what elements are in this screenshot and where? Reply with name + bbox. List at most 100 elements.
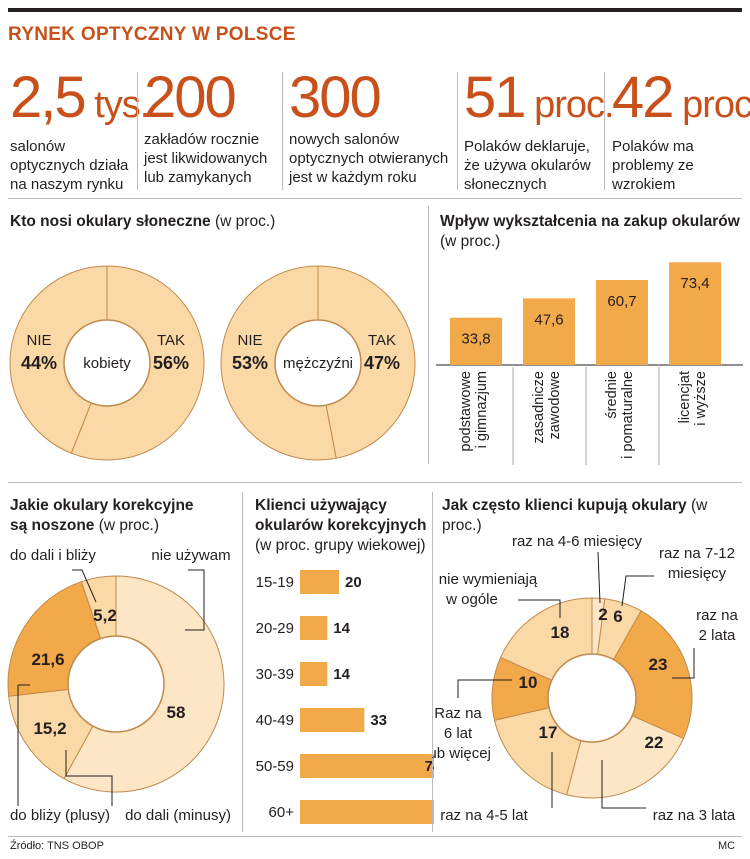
pie-hole bbox=[274, 319, 362, 407]
category-label: podstawowe bbox=[458, 371, 474, 452]
callout-label: raz na 3 lata bbox=[653, 807, 736, 824]
stat-desc: Polaków deklaruje, że używa okularów sło… bbox=[464, 138, 591, 193]
pie-kobiety: kobiety TAK 56% NIE 44% bbox=[9, 265, 205, 461]
stat-number: 2,5 tys. bbox=[10, 65, 150, 130]
divider bbox=[242, 492, 243, 832]
stat-desc: salonów optycznych działa na naszym rynk… bbox=[10, 138, 129, 193]
divider bbox=[8, 482, 742, 483]
slice-value: 23 bbox=[649, 655, 668, 674]
slice-value: 10 bbox=[519, 673, 538, 692]
bar bbox=[300, 570, 339, 594]
bar bbox=[669, 262, 721, 365]
slice-value: 15,2 bbox=[33, 719, 66, 738]
top-rule bbox=[8, 8, 742, 12]
slice-name: NIE bbox=[237, 332, 262, 349]
slice-value: 17 bbox=[539, 723, 558, 742]
source-note: Źródło: TNS OBOP bbox=[10, 840, 104, 852]
slice-value: 56% bbox=[153, 353, 189, 373]
callout-label: raz na 4-6 miesięcy bbox=[512, 533, 643, 550]
callout-label: Raz na bbox=[434, 705, 482, 722]
category-label: średnie bbox=[604, 371, 620, 419]
slice-value: 21,6 bbox=[31, 650, 64, 669]
category-label: 50-59 bbox=[256, 758, 294, 775]
bar-value: 73,4 bbox=[680, 275, 709, 292]
stat-number: 300 bbox=[289, 65, 382, 130]
divider bbox=[8, 836, 742, 837]
stat-desc: zakładów rocznie jest likwidowanych lub … bbox=[144, 131, 268, 186]
callout-label: raz na 4-5 lat bbox=[440, 807, 528, 824]
callout-label: do bliży (plusy) bbox=[10, 807, 110, 824]
bar-value: 20 bbox=[345, 574, 362, 591]
category-label: 15-19 bbox=[256, 574, 294, 591]
slice-value: 58 bbox=[167, 703, 186, 722]
category-label: 30-39 bbox=[256, 666, 294, 683]
slice-value: 53% bbox=[232, 353, 268, 373]
section-title-education: Wpływ wykształcenia na zakup okularów (w… bbox=[440, 213, 740, 250]
callout-label: 2 lata bbox=[699, 627, 736, 644]
stat-zamykane: 200 zakładów rocznie jest likwidowanych … bbox=[144, 69, 279, 190]
slice-value: 6 bbox=[613, 607, 622, 626]
leader-line bbox=[185, 569, 205, 631]
callout-label: 6 lat bbox=[444, 725, 473, 742]
leader-line bbox=[72, 569, 97, 603]
sunglasses-pies: kobiety TAK 56% NIE 44% mężczyźni TAK 47% NIE 53… bbox=[9, 265, 416, 461]
center-label: mężczyźni bbox=[283, 355, 353, 372]
bar-value: 74 bbox=[425, 758, 434, 775]
bar bbox=[300, 662, 328, 686]
slice-value: 5,2 bbox=[93, 606, 117, 625]
divider bbox=[604, 72, 605, 190]
stat-desc: nowych salonów optycznych otwieranych je… bbox=[289, 131, 449, 186]
category-label: zawodowe bbox=[547, 371, 563, 440]
leader-line bbox=[601, 760, 646, 809]
slice-name: TAK bbox=[368, 332, 396, 349]
center-label: kobiety bbox=[83, 355, 131, 372]
slice-value: 2 bbox=[598, 605, 607, 624]
slice-name: NIE bbox=[26, 332, 51, 349]
category-label: 60+ bbox=[269, 804, 295, 821]
bar-value: 47,6 bbox=[534, 311, 563, 328]
bar bbox=[300, 754, 434, 778]
category-label: i gimnazjum bbox=[474, 371, 490, 448]
slice-value: 47% bbox=[364, 353, 400, 373]
callout-label: miesięcy bbox=[668, 565, 727, 582]
slice-value: 22 bbox=[645, 733, 664, 752]
divider bbox=[457, 72, 458, 190]
stat-nowe: 300 nowych salonów optycznych otwieranyc… bbox=[289, 65, 449, 190]
category-label: zasadnicze bbox=[531, 371, 547, 444]
callout-label: do dali i bliży bbox=[10, 547, 96, 564]
divider bbox=[432, 492, 433, 832]
stat-number: 42 proc. bbox=[612, 65, 750, 130]
bar-value: 14 bbox=[333, 620, 350, 637]
pie-mezczyzni: mężczyźni TAK 47% NIE 53% bbox=[220, 265, 416, 461]
bar-value: 33,8 bbox=[461, 331, 490, 348]
category-label: licencjat bbox=[677, 371, 693, 423]
frequency-donut: 2 6 23 22 17 10 18 raz na 4-6 miesięcy raz na 7-… bbox=[432, 533, 738, 824]
bar bbox=[450, 317, 502, 365]
leader-line bbox=[65, 750, 113, 806]
corrective-donut: 58 15,2 21,6 5,2 nie używam do dali i bliży do… bbox=[7, 547, 231, 824]
callout-label: raz na bbox=[696, 607, 738, 624]
section-title-frequency: Jak często klienci kupują okulary (w pro… bbox=[442, 497, 708, 534]
callout-label: w ogóle bbox=[445, 591, 498, 608]
section-title-sunglasses: Kto nosi okulary słoneczne (w proc.) bbox=[10, 213, 276, 230]
category-label: 20-29 bbox=[256, 620, 294, 637]
section-title-age: Klienci używający okularów korekcyjnych … bbox=[255, 497, 427, 554]
page-title: RYNEK OPTYCZNY W POLSCE bbox=[8, 24, 296, 45]
bar-value: 14 bbox=[333, 666, 350, 683]
category-label: 40-49 bbox=[256, 712, 294, 729]
credit: MC bbox=[718, 840, 736, 852]
callout-label: nie wymieniają bbox=[439, 571, 538, 588]
callout-label: lub więcej bbox=[432, 745, 491, 762]
bar bbox=[300, 616, 328, 640]
bar bbox=[523, 298, 575, 365]
stat-sloneczne: 51 proc. Polaków deklaruje, że używa oku… bbox=[464, 65, 615, 194]
donut-hole bbox=[547, 653, 637, 743]
stat-number: 51 proc. bbox=[464, 65, 615, 130]
donut-hole bbox=[67, 635, 165, 733]
slice-value: 44% bbox=[21, 353, 57, 373]
category-label: i pomaturalne bbox=[620, 371, 636, 459]
leader-line bbox=[457, 679, 512, 698]
bar bbox=[300, 800, 434, 824]
leader-line bbox=[621, 575, 654, 607]
